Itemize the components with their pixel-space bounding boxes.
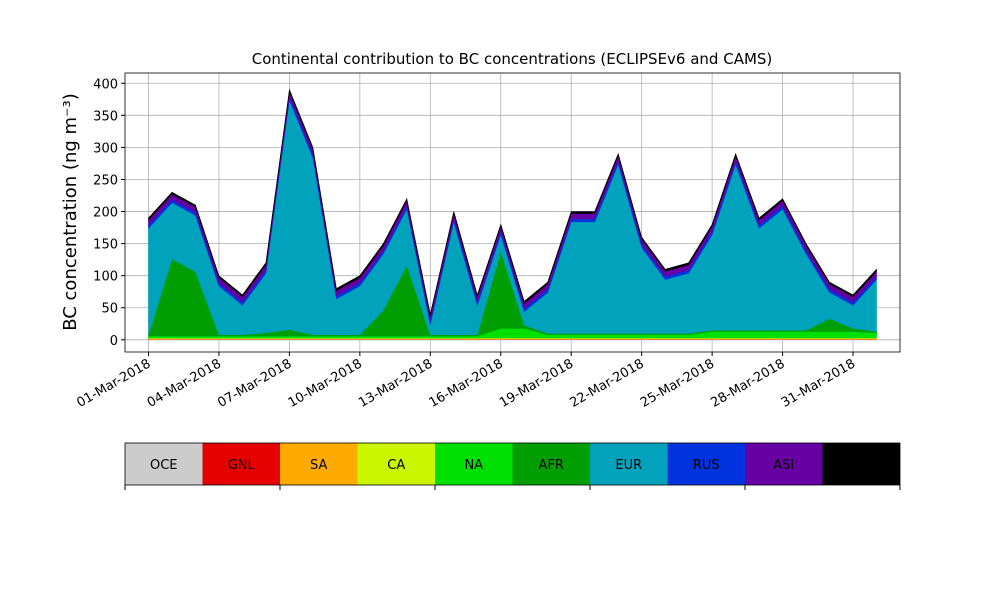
- y-axis-label: BC concentration (ng m⁻³): [60, 93, 81, 331]
- legend-label: SA: [310, 458, 327, 473]
- y-tick-label: 250: [93, 173, 118, 188]
- x-tick-label: 16-Mar-2018: [427, 356, 506, 410]
- y-tick-label: 50: [101, 302, 118, 317]
- y-tick-label: 200: [93, 206, 118, 221]
- y-tick-label: 300: [93, 141, 118, 156]
- legend-label: OCE: [150, 458, 178, 473]
- x-tick-label: 25-Mar-2018: [638, 356, 717, 410]
- legend: OCE GNL SA CA NA AFR EUR RUS ASI AUS: [125, 443, 900, 490]
- legend-label: AFR: [539, 458, 564, 473]
- x-tick-label: 31-Mar-2018: [779, 356, 858, 410]
- legend-label: RUS: [693, 458, 720, 473]
- y-tick-label: 150: [93, 238, 118, 253]
- x-tick-label: 01-Mar-2018: [74, 356, 153, 410]
- y-tick-label: 350: [93, 109, 118, 124]
- x-tick-label: 19-Mar-2018: [497, 356, 576, 410]
- legend-label: EUR: [615, 458, 642, 473]
- legend-label: AUS: [848, 458, 875, 473]
- x-tick-label: 04-Mar-2018: [145, 356, 224, 410]
- chart-title: Continental contribution to BC concentra…: [252, 50, 773, 68]
- x-tick-label: 13-Mar-2018: [356, 356, 435, 410]
- areas: [149, 90, 877, 340]
- x-tick-label: 22-Mar-2018: [568, 356, 647, 410]
- y-tick-label: 400: [93, 77, 118, 92]
- x-tick-label: 28-Mar-2018: [708, 356, 787, 410]
- y-tick-label: 0: [110, 334, 118, 349]
- x-tick-label: 10-Mar-2018: [286, 356, 365, 410]
- legend-label: ASI: [773, 458, 794, 473]
- x-tick-label: 07-Mar-2018: [215, 356, 294, 410]
- legend-label: GNL: [228, 458, 256, 473]
- legend-label: NA: [464, 458, 483, 473]
- legend-label: CA: [387, 458, 405, 473]
- y-tick-label: 100: [93, 270, 118, 285]
